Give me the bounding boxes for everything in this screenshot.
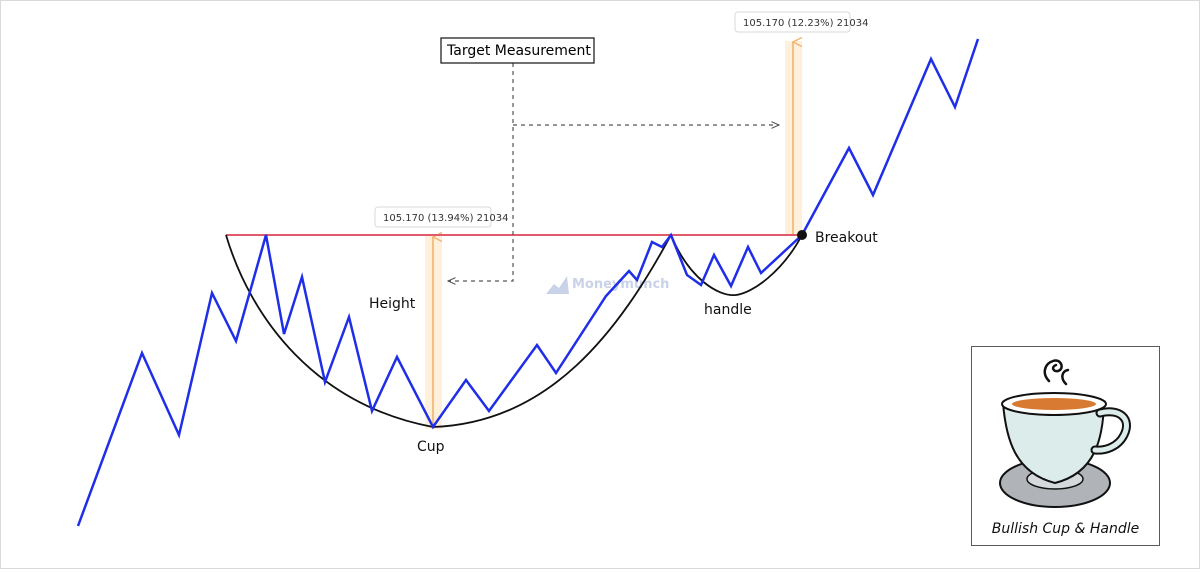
target-measurement-label: Target Measurement xyxy=(446,43,591,59)
cup-body-icon xyxy=(1001,402,1106,485)
target-left-dashed-line xyxy=(448,63,514,281)
right-measurement-label: 105.170 (12.23%) 21034 xyxy=(743,18,868,29)
cup-handle-inner-icon xyxy=(1092,409,1129,453)
breakout-point xyxy=(797,230,807,240)
handle-curve xyxy=(670,234,803,296)
target-measurement-box-frame xyxy=(440,37,595,64)
cup-label: Cup xyxy=(417,439,445,455)
coffee-surface-icon xyxy=(1012,398,1096,410)
height-label: Height xyxy=(369,296,416,312)
breakout-label: Breakout xyxy=(815,230,878,246)
left-measurement: 105.170 (13.94%) 21034 xyxy=(374,206,508,429)
left-measurement-label-box xyxy=(374,206,492,228)
steam-icon xyxy=(1043,359,1063,383)
handle-label: handle xyxy=(704,302,752,318)
target-measurement-box: Target Measurement xyxy=(440,37,595,64)
price-line xyxy=(76,38,980,527)
watermark-icon xyxy=(546,276,569,294)
coffee-cup-icon xyxy=(999,359,1131,508)
legend-caption: Bullish Cup & Handle xyxy=(991,521,1140,537)
legend-box: Bullish Cup & Handle xyxy=(971,346,1160,546)
cup-curve xyxy=(225,234,672,428)
right-measurement: 105.170 (12.23%) 21034 xyxy=(734,11,868,235)
left-measurement-label: 105.170 (13.94%) 21034 xyxy=(383,213,508,224)
right-measurement-label-box xyxy=(734,11,851,33)
steam-icon-small xyxy=(1061,368,1070,386)
watermark: Moneymunch xyxy=(546,276,669,294)
